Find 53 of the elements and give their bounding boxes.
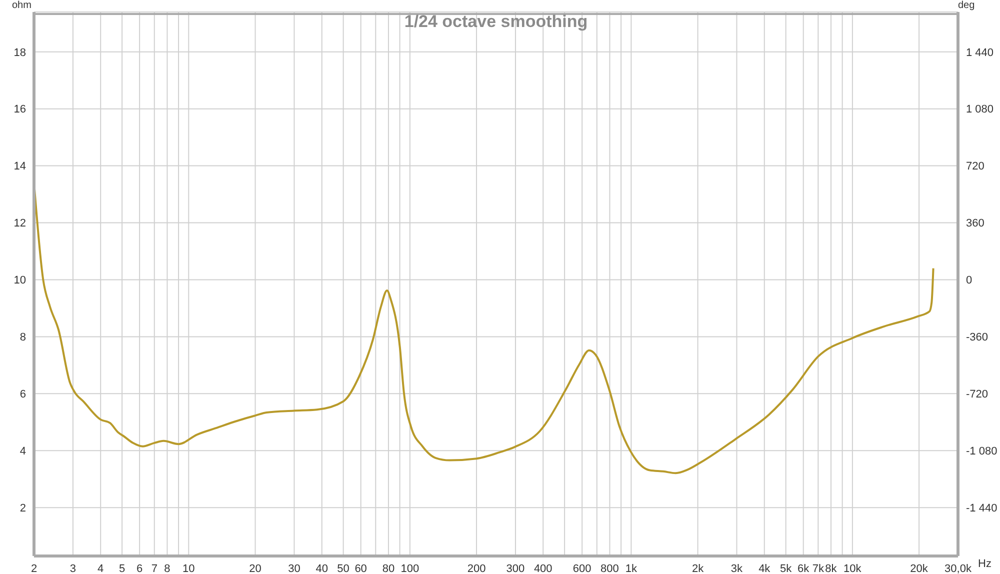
x-tick-label: 300	[506, 562, 525, 574]
x-tick-label: 400	[534, 562, 552, 574]
x-tick-label: 8	[164, 562, 170, 574]
x-tick-label: 7	[151, 562, 158, 574]
x-tick-label: 30,0k	[944, 562, 972, 574]
y-tick-label: 2	[20, 502, 26, 514]
x-tick-label: 80	[382, 562, 395, 574]
y-tick-label: 16	[14, 104, 26, 116]
y2-tick-label: -1 440	[966, 502, 998, 514]
x-tick-label: 20	[249, 562, 262, 574]
x-tick-label: 20k	[910, 562, 928, 574]
x-tick-label: 10	[182, 562, 195, 574]
y-tick-label: 18	[14, 46, 26, 59]
y2-tick-label: 0	[966, 274, 972, 287]
x-tick-label: 200	[467, 562, 486, 574]
y-axis-title: ohm	[12, 0, 32, 11]
y2-tick-label: -1 080	[966, 446, 998, 458]
y2-tick-label: -720	[966, 388, 988, 401]
x-tick-label: 50	[337, 562, 350, 574]
y2-tick-label: 360	[966, 218, 984, 230]
x-tick-label: 6	[136, 562, 143, 574]
y-tick-label: 6	[20, 388, 26, 401]
x-tick-label: 3k	[730, 562, 744, 574]
x-tick-label: 60	[354, 562, 367, 574]
x-tick-label: 10k	[844, 562, 862, 574]
x-tick-label: 7k	[812, 562, 824, 574]
x-tick-label: 800	[600, 562, 619, 574]
x-tick-label: 8k	[825, 562, 838, 574]
y2-tick-label: 1 080	[966, 104, 994, 116]
y2-tick-label: 1 440	[966, 46, 994, 59]
y-tick-label: 10	[14, 274, 26, 287]
y2-tick-label: -360	[966, 332, 988, 344]
x-tick-label: 40	[316, 562, 328, 574]
chart-title: 1/24 octave smoothing	[403, 12, 589, 32]
x-axis-title: Hz	[978, 558, 992, 570]
x-tick-label: 4k	[758, 562, 771, 574]
x-tick-label: 4	[98, 562, 104, 574]
y-tick-label: 12	[14, 218, 26, 230]
x-tick-label: 2k	[692, 562, 704, 574]
y-tick-label: 14	[14, 160, 26, 173]
y-tick-label: 4	[20, 446, 26, 458]
x-tick-label: 5k	[780, 562, 792, 574]
y2-axis-title: deg	[958, 0, 975, 11]
x-tick-label: 2	[30, 562, 38, 574]
x-tick-label: 600	[572, 562, 592, 574]
x-tick-label: 100	[400, 562, 420, 574]
x-tick-label: 6k	[798, 562, 810, 574]
x-tick-label: 1k	[625, 562, 638, 574]
x-tick-label: 5	[118, 562, 126, 574]
x-tick-label: 30	[288, 562, 300, 574]
x-tick-label: 3	[70, 562, 76, 574]
y2-tick-label: 720	[966, 160, 984, 173]
y-tick-label: 8	[20, 332, 26, 344]
